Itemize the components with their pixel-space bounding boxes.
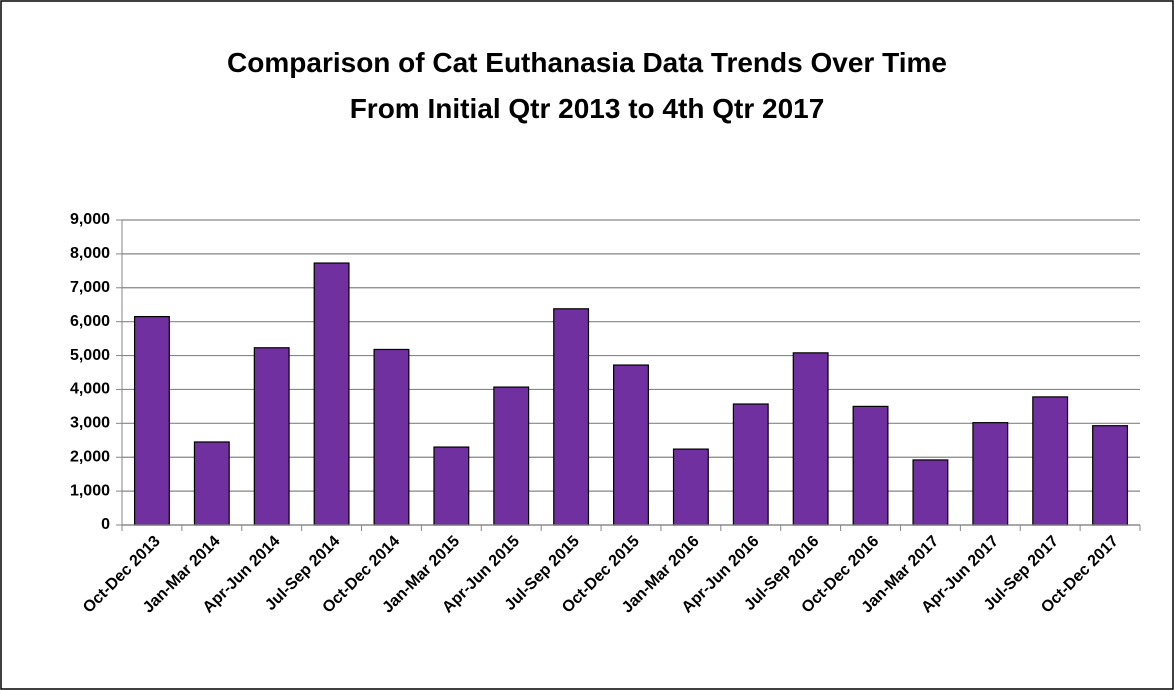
y-tick-label: 7,000 — [70, 279, 110, 296]
bar — [732, 403, 769, 526]
bar — [912, 459, 949, 526]
y-tick-label: 9,000 — [70, 211, 110, 228]
y-tick-label: 4,000 — [70, 381, 110, 398]
y-tick-label: 3,000 — [70, 415, 110, 432]
chart-title: Comparison of Cat Euthanasia Data Trends… — [227, 47, 947, 78]
y-tick-label: 1,000 — [70, 482, 110, 499]
bar — [253, 347, 290, 526]
bar — [972, 422, 1009, 526]
bar — [553, 308, 590, 526]
chart-subtitle: From Initial Qtr 2013 to 4th Qtr 2017 — [350, 93, 825, 124]
bar — [433, 446, 470, 526]
y-tick-label: 2,000 — [70, 448, 110, 465]
bar — [373, 348, 410, 526]
y-tick-label: 6,000 — [70, 313, 110, 330]
bar — [852, 405, 889, 526]
y-tick-label: 5,000 — [70, 347, 110, 364]
bar — [1032, 396, 1069, 526]
bar — [313, 262, 350, 526]
y-tick-label: 0 — [101, 516, 110, 533]
bar — [613, 364, 649, 526]
bar — [133, 315, 170, 526]
bar — [1092, 425, 1129, 526]
y-tick-label: 8,000 — [70, 245, 110, 262]
bar — [193, 441, 230, 526]
bar — [792, 352, 829, 526]
bar — [493, 386, 530, 526]
bar — [672, 448, 709, 526]
